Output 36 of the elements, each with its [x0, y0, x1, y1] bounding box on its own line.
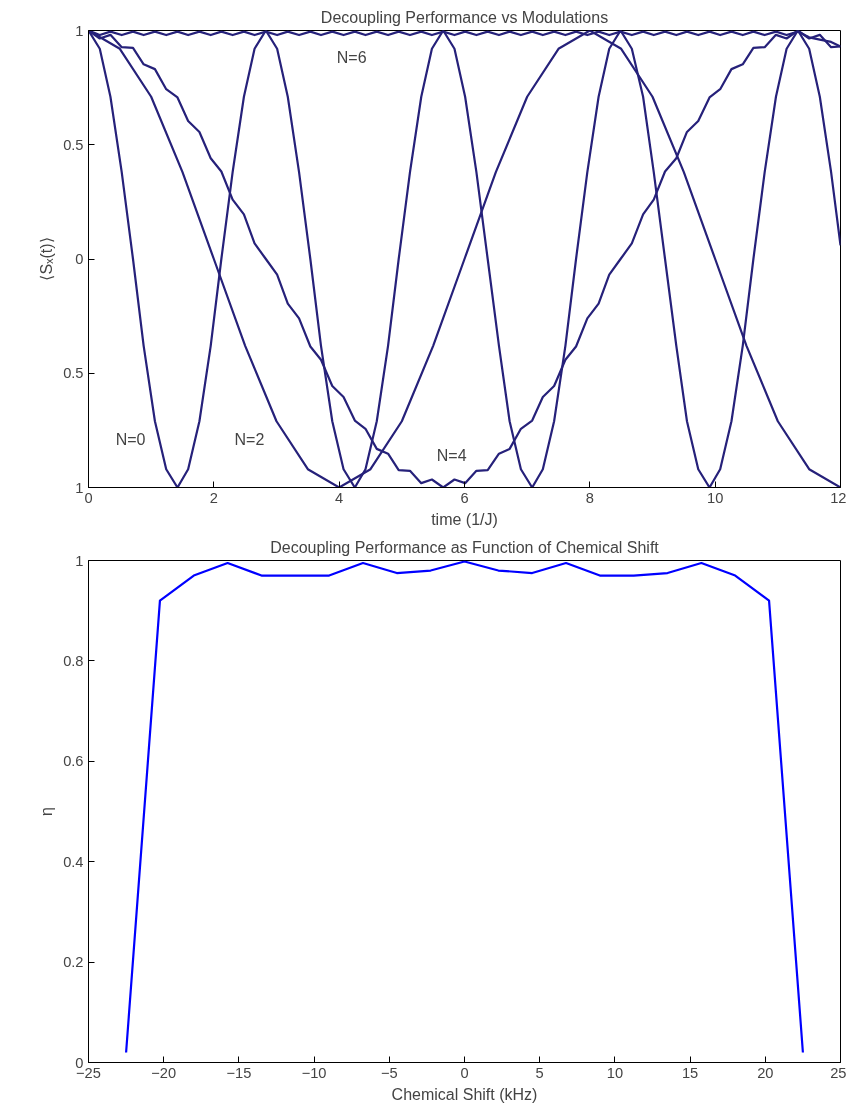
x-axis-title: time (1/J)	[431, 510, 498, 528]
x-tick-label: 10	[606, 1064, 624, 1081]
annotation: N=0	[115, 431, 146, 449]
chart-title: Decoupling Performance as Function of Chemical Shift	[270, 538, 660, 556]
y-tick-label: 0.5	[63, 365, 84, 382]
x-tick-label: 25	[830, 1064, 846, 1081]
y-tick-label: 1	[75, 479, 84, 496]
y-tick-label: 0.5	[63, 136, 84, 153]
x-tick-label: −10	[301, 1064, 327, 1081]
x-tick-label: 2	[209, 489, 218, 506]
y-tick-label: 0.2	[63, 954, 84, 971]
x-tick-label: −20	[151, 1064, 177, 1081]
y-tick-label: 0.4	[63, 853, 84, 870]
x-tick-label: 20	[757, 1064, 774, 1081]
x-tick-label: 10	[707, 489, 724, 506]
x-tick-label: 4	[335, 489, 344, 506]
annotation: N=6	[336, 49, 367, 67]
x-tick-label: 6	[460, 489, 469, 506]
x-tick-label: 0	[460, 1064, 469, 1081]
chart-title: Decoupling Performance vs Modulations	[320, 8, 609, 26]
y-tick-label: 0	[75, 251, 84, 267]
x-tick-label: 5	[535, 1064, 544, 1081]
y-tick-label: 1	[75, 22, 84, 39]
y-tick-label: 0.8	[63, 652, 84, 669]
x-tick-label: 12	[830, 489, 846, 506]
annotation: N=2	[234, 431, 265, 449]
y-tick-label: 0.6	[63, 753, 84, 770]
x-axis-title: Chemical Shift (kHz)	[391, 1085, 538, 1103]
y-axis-title: ⟨Sₓ(t)⟩	[38, 237, 56, 281]
x-tick-label: −15	[226, 1064, 252, 1081]
annotation: N=4	[436, 447, 467, 465]
y-tick-label: 1	[75, 552, 84, 569]
x-tick-label: 8	[585, 489, 594, 506]
y-axis-title: η	[38, 807, 56, 816]
x-tick-label: −5	[380, 1064, 398, 1081]
x-tick-label: 15	[681, 1064, 699, 1081]
